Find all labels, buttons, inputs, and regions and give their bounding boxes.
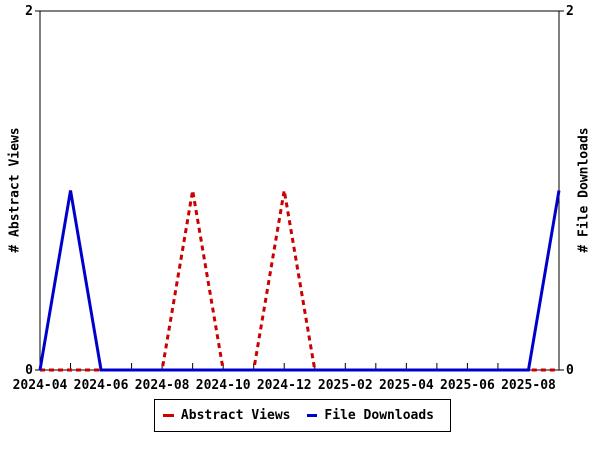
y-axis-label-left: # Abstract Views: [7, 127, 23, 253]
x-tick-label-2024-06: 2024-06: [74, 378, 129, 393]
x-tick-label-2025-06: 2025-06: [440, 378, 495, 393]
y-axis-label-right: # File Downloads: [576, 127, 592, 253]
y-tick-label-left-2: 2: [25, 4, 33, 19]
legend-line-file-downloads: [306, 414, 318, 417]
legend-line-abstract-views: [163, 414, 174, 417]
x-tick-label-2025-04: 2025-04: [379, 378, 434, 393]
x-tick-label-2024-04: 2024-04: [13, 378, 68, 393]
legend-label-file-downloads: File Downloads: [324, 408, 434, 423]
y-tick-label-right-2: 2: [566, 4, 574, 19]
x-tick-label-2024-12: 2024-12: [257, 378, 312, 393]
y-tick-label-right-0: 0: [566, 363, 574, 378]
x-tick-label-2024-10: 2024-10: [196, 378, 251, 393]
plot-border: [39, 10, 560, 371]
x-tick-label-2025-08: 2025-08: [501, 378, 556, 393]
x-tick-label-2025-02: 2025-02: [318, 378, 373, 393]
legend-label-abstract-views: Abstract Views: [180, 408, 291, 423]
y-tick-label-left-0: 0: [25, 363, 33, 378]
legend: Abstract Views File Downloads: [154, 399, 451, 432]
series-line-file-downloads: [38, 190, 561, 372]
series-line-abstract-views: [40, 190, 559, 372]
x-tick-label-2024-08: 2024-08: [135, 378, 190, 393]
